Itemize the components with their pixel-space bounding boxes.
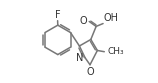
Text: OH: OH (103, 13, 118, 23)
Text: N: N (76, 53, 83, 63)
Text: O: O (80, 16, 87, 26)
Text: O: O (87, 67, 94, 77)
Text: CH₃: CH₃ (107, 47, 124, 56)
Text: F: F (55, 10, 60, 20)
